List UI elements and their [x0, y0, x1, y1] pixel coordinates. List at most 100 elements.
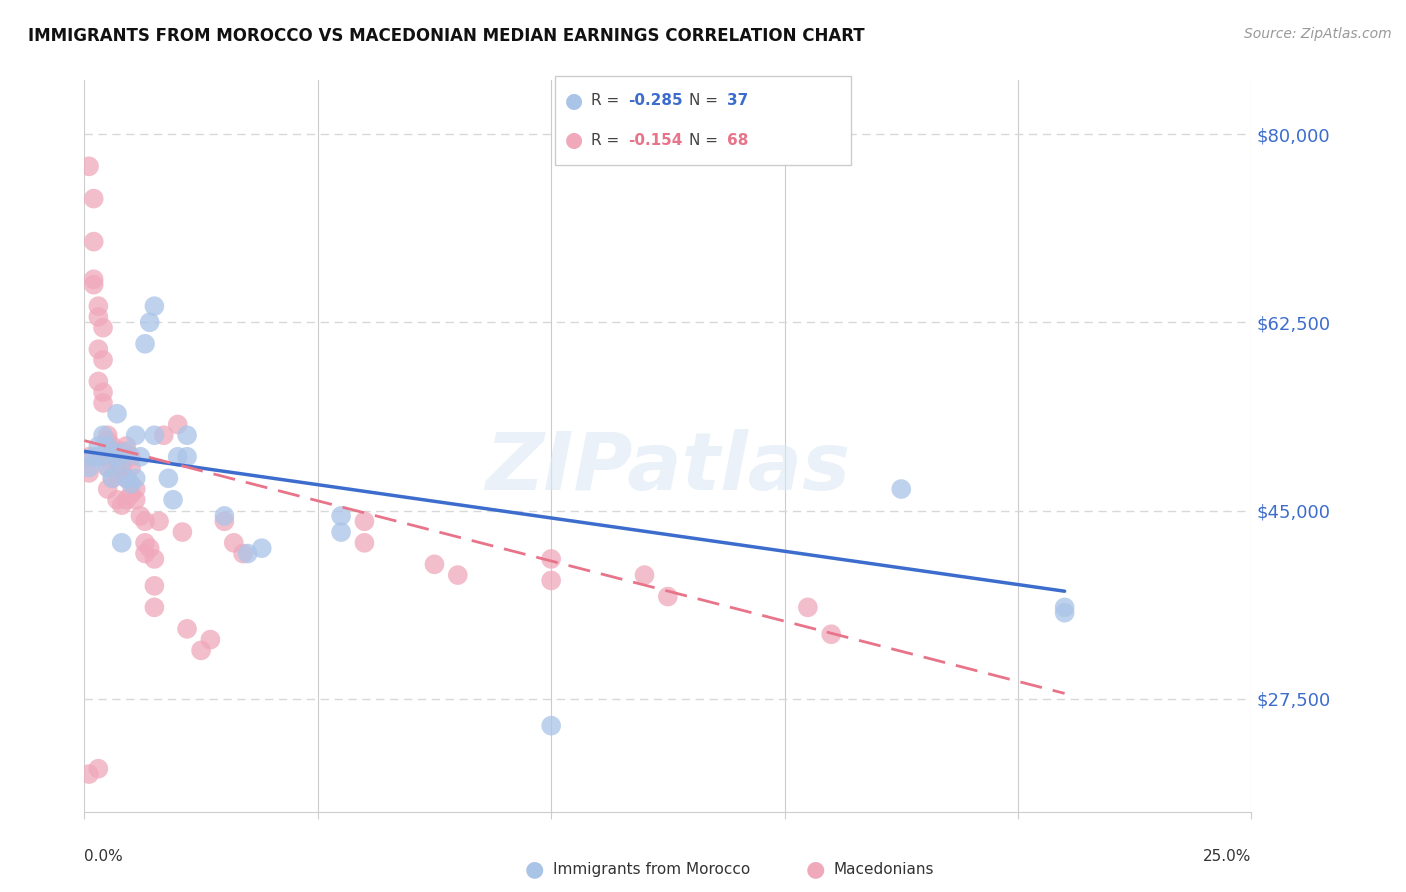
- Point: [129, 450, 152, 464]
- Point: [166, 450, 188, 464]
- Point: [105, 492, 128, 507]
- Point: [97, 434, 120, 448]
- Point: [83, 272, 105, 286]
- Point: [1053, 606, 1076, 620]
- Point: [125, 428, 148, 442]
- Point: [1053, 600, 1076, 615]
- Point: [353, 514, 375, 528]
- Point: [820, 627, 842, 641]
- Point: [143, 428, 166, 442]
- Point: [115, 439, 138, 453]
- Text: -0.154: -0.154: [628, 133, 683, 147]
- Text: ●: ●: [806, 860, 825, 880]
- Point: [138, 315, 160, 329]
- Point: [115, 444, 138, 458]
- Point: [134, 536, 156, 550]
- Point: [87, 450, 110, 464]
- Point: [138, 541, 160, 556]
- Text: ●: ●: [565, 91, 582, 111]
- Point: [101, 450, 124, 464]
- Text: N =: N =: [689, 133, 723, 147]
- Point: [87, 762, 110, 776]
- Point: [105, 450, 128, 464]
- Point: [125, 482, 148, 496]
- Text: 25.0%: 25.0%: [1204, 849, 1251, 864]
- Point: [111, 498, 134, 512]
- Point: [214, 508, 236, 523]
- Point: [91, 396, 114, 410]
- Point: [91, 320, 114, 334]
- Text: -0.285: -0.285: [628, 94, 683, 108]
- Point: [83, 450, 105, 464]
- Point: [97, 460, 120, 475]
- Point: [353, 536, 375, 550]
- Point: [111, 455, 134, 469]
- Point: [633, 568, 655, 582]
- Text: Immigrants from Morocco: Immigrants from Morocco: [553, 863, 749, 877]
- Point: [214, 514, 236, 528]
- Point: [222, 536, 245, 550]
- Text: 37: 37: [727, 94, 748, 108]
- Point: [105, 466, 128, 480]
- Point: [77, 460, 100, 475]
- Point: [97, 428, 120, 442]
- Text: R =: R =: [591, 133, 624, 147]
- Point: [447, 568, 470, 582]
- Point: [423, 558, 446, 572]
- Point: [111, 460, 134, 475]
- Point: [129, 508, 152, 523]
- Point: [115, 471, 138, 485]
- Point: [87, 375, 110, 389]
- Text: Macedonians: Macedonians: [834, 863, 934, 877]
- Point: [232, 547, 254, 561]
- Point: [97, 482, 120, 496]
- Point: [111, 444, 134, 458]
- Point: [120, 460, 142, 475]
- Point: [125, 492, 148, 507]
- Point: [134, 336, 156, 351]
- Point: [125, 471, 148, 485]
- Point: [134, 547, 156, 561]
- Point: [176, 450, 198, 464]
- Point: [87, 439, 110, 453]
- Text: IMMIGRANTS FROM MOROCCO VS MACEDONIAN MEDIAN EARNINGS CORRELATION CHART: IMMIGRANTS FROM MOROCCO VS MACEDONIAN ME…: [28, 27, 865, 45]
- Point: [330, 524, 353, 539]
- Point: [134, 514, 156, 528]
- Point: [91, 385, 114, 400]
- Point: [83, 277, 105, 292]
- Point: [101, 444, 124, 458]
- Point: [120, 476, 142, 491]
- Point: [77, 159, 100, 173]
- Point: [176, 622, 198, 636]
- Point: [115, 492, 138, 507]
- Point: [143, 579, 166, 593]
- Point: [101, 471, 124, 485]
- Point: [540, 574, 562, 588]
- Point: [101, 439, 124, 453]
- Text: R =: R =: [591, 94, 624, 108]
- Point: [120, 450, 142, 464]
- Point: [250, 541, 273, 556]
- Point: [890, 482, 912, 496]
- Point: [148, 514, 170, 528]
- Point: [83, 235, 105, 249]
- Point: [105, 407, 128, 421]
- Point: [157, 471, 180, 485]
- Point: [97, 439, 120, 453]
- Text: ZIPatlas: ZIPatlas: [485, 429, 851, 507]
- Point: [236, 547, 259, 561]
- Point: [143, 552, 166, 566]
- Point: [97, 450, 120, 464]
- Point: [200, 632, 222, 647]
- Text: ●: ●: [524, 860, 544, 880]
- Point: [83, 192, 105, 206]
- Text: N =: N =: [689, 94, 723, 108]
- Point: [115, 471, 138, 485]
- Point: [77, 450, 100, 464]
- Point: [91, 353, 114, 368]
- Point: [101, 471, 124, 485]
- Point: [120, 487, 142, 501]
- Point: [162, 492, 184, 507]
- Point: [91, 428, 114, 442]
- Text: Source: ZipAtlas.com: Source: ZipAtlas.com: [1244, 27, 1392, 41]
